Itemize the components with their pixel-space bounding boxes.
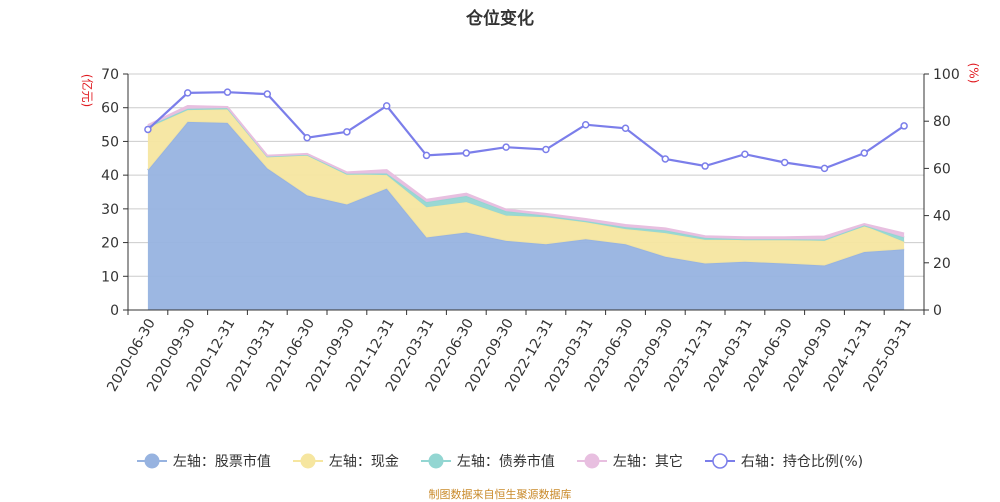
ratio-point-10	[542, 145, 550, 154]
right-tick-label-0: 0	[933, 303, 942, 319]
area-series-2	[147, 108, 905, 242]
legend: 左轴：股票市值 左轴：现金 左轴：债券市值 左轴：其它 右轴：持仓比例(%)	[0, 449, 1000, 473]
ratio-point-7	[422, 151, 431, 160]
left-axis-unit: (亿元)	[80, 73, 95, 108]
left-tick-label-6: 60	[101, 101, 119, 117]
ratio-point-8	[462, 149, 471, 157]
area-edge-3	[147, 104, 905, 239]
area-layer	[147, 104, 905, 311]
ratio-point-3	[263, 90, 272, 98]
ratio-line-layer	[144, 88, 908, 173]
ratio-point-1	[183, 89, 192, 97]
right-tick-label-2: 40	[933, 209, 951, 225]
left-tick-label-4: 40	[101, 168, 119, 184]
ratio-point-9	[502, 143, 510, 151]
area-series-1	[147, 109, 905, 266]
legend-swatch-4	[704, 453, 735, 469]
area-series-0	[147, 121, 905, 311]
ratio-point-14	[701, 162, 709, 170]
ratio-point-2	[223, 88, 232, 96]
left-tick-label-0: 0	[110, 303, 119, 319]
legend-item-1[interactable]: 左轴：现金	[292, 451, 399, 471]
left-tick-label-5: 50	[101, 134, 119, 150]
legend-swatch-2	[420, 453, 451, 469]
legend-label-4: 右轴：持仓比例(%)	[740, 454, 864, 470]
ratio-point-18	[860, 149, 869, 157]
area-edge-0	[147, 120, 905, 267]
ratio-line	[147, 91, 905, 170]
left-tick-label-3: 30	[101, 202, 119, 218]
ratio-point-19	[900, 122, 908, 130]
ratio-point-6	[382, 102, 391, 110]
right-tick-label-3: 60	[933, 161, 951, 177]
legend-label-3: 左轴：其它	[612, 454, 683, 470]
ratio-point-11	[581, 120, 590, 129]
legend-item-3[interactable]: 左轴：其它	[576, 451, 683, 471]
left-tick-label-1: 10	[101, 269, 119, 285]
right-tick-label-4: 80	[933, 114, 951, 130]
legend-swatch-0	[136, 453, 167, 469]
legend-label-2: 左轴：债券市值	[456, 454, 555, 470]
left-tick-label-7: 70	[101, 67, 119, 83]
ratio-point-0	[144, 125, 152, 134]
legend-swatch-1	[292, 453, 323, 469]
left-tick-label-2: 20	[101, 236, 119, 252]
right-axis-unit: (%)	[966, 62, 981, 84]
ratio-point-4	[303, 133, 311, 142]
source-footer: 制图数据来自恒生聚源数据库	[428, 488, 572, 501]
right-tick-label-1: 20	[933, 256, 951, 272]
ratio-point-17	[820, 164, 829, 173]
ratio-point-12	[621, 124, 630, 133]
axis-layer	[123, 73, 929, 315]
ratio-point-5	[343, 128, 351, 136]
legend-label-0: 左轴：股票市值	[172, 454, 271, 470]
right-tick-label-5: 100	[933, 67, 960, 83]
ratio-point-15	[741, 150, 749, 158]
legend-label-1: 左轴：现金	[328, 454, 399, 470]
legend-item-0[interactable]: 左轴：股票市值	[136, 451, 271, 471]
ratio-point-13	[661, 155, 670, 163]
chart-title: 仓位变化	[466, 9, 534, 29]
legend-item-2[interactable]: 左轴：债券市值	[420, 451, 555, 471]
area-series-3	[147, 106, 905, 240]
ratio-point-16	[780, 158, 789, 167]
legend-item-4[interactable]: 右轴：持仓比例(%)	[704, 451, 864, 471]
legend-swatch-3	[576, 453, 607, 469]
